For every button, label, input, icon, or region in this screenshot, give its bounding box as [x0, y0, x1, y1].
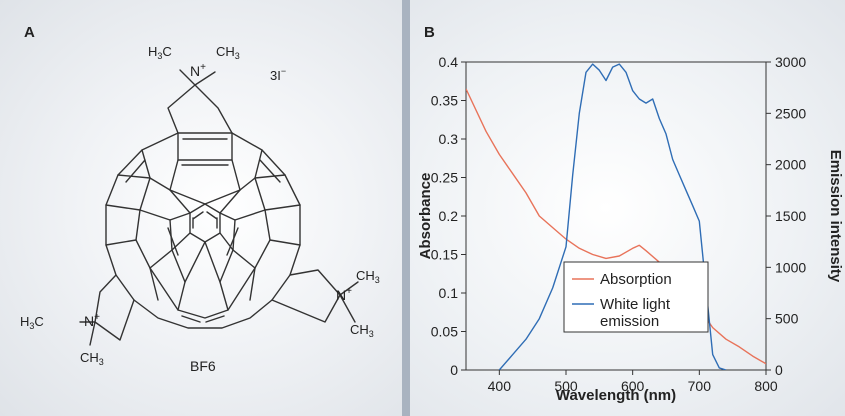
- top-ammonium: N+: [190, 62, 206, 79]
- legend-label-absorption: Absorption: [600, 271, 672, 288]
- top-methyl-right: CH3: [216, 44, 240, 61]
- x-tick-label: 600: [621, 378, 645, 394]
- y-tick-label: 0.25: [431, 170, 458, 186]
- left-pyrrolidine-ring: [94, 274, 135, 341]
- legend-box: [563, 261, 709, 333]
- x-tick-label: 800: [754, 378, 778, 394]
- y-tick-label: 0: [450, 362, 458, 378]
- y-tick-label: 0.1: [439, 285, 459, 301]
- x-tick-label: 700: [688, 378, 712, 394]
- x-tick-label: 400: [488, 378, 512, 394]
- left-methyl-left: H3C: [20, 314, 44, 331]
- panel-a-structure: A H3C N+ CH3 3I− H3C N+ CH3 N+ CH3: [0, 0, 402, 416]
- y2-tick-label: 1000: [775, 259, 806, 275]
- y-tick-label: 0.3: [439, 131, 459, 147]
- molecule-name: BF6: [190, 358, 216, 374]
- right-methyl-bottom: CH3: [350, 322, 374, 339]
- right-pyrrolidine-ring: [271, 269, 341, 323]
- y2-axis-label: Emission intensity: [827, 150, 844, 283]
- y-tick-label: 0.35: [431, 93, 458, 109]
- absorption-series-line: [466, 88, 766, 365]
- legend-label-emission-line1: White light: [600, 296, 671, 313]
- y2-tick-label: 2000: [775, 157, 806, 173]
- y2-tick-label: 0: [775, 362, 783, 378]
- y-axis-label: Absorbance: [417, 173, 434, 260]
- spectra-chart: 0 0.05 0.1 0.15 0.2 0.25 0.3 0.35 0.4 0 500 1000 150…: [417, 54, 844, 404]
- panel-divider: [402, 0, 410, 416]
- x-axis-label: Wavelength (nm): [556, 387, 676, 404]
- y-tick-label: 0.4: [439, 54, 459, 70]
- left-ammonium: N+: [84, 312, 100, 329]
- cage-center-hexagon: [189, 203, 221, 243]
- y-tick-label: 0.2: [439, 208, 459, 224]
- legend-label-emission-line2: emission: [600, 313, 659, 330]
- counter-ion: 3I−: [270, 66, 287, 83]
- top-pyrrolidine-ring: [167, 84, 233, 134]
- cage-outer-ring: [105, 132, 301, 329]
- y-tick-label: 0.05: [431, 324, 458, 340]
- top-methyl-left: H3C: [148, 44, 172, 61]
- right-ammonium: N+: [336, 286, 352, 303]
- y2-tick-label: 2500: [775, 105, 806, 121]
- fullerene-structure: [79, 69, 359, 346]
- y-tick-label: 0.15: [431, 247, 458, 263]
- y2-tick-label: 3000: [775, 54, 806, 70]
- emission-series-line: [498, 63, 727, 370]
- panel-b-chart: B 0 0.05 0.1 0.15 0.2 0.25 0.3 0.35 0.4 0 500 1000 1…: [410, 0, 845, 416]
- cage-upper-pentagon: [169, 159, 241, 205]
- y2-tick-label: 1500: [775, 208, 806, 224]
- right-methyl-top: CH3: [356, 268, 380, 285]
- x-tick-label: 500: [554, 378, 578, 394]
- panel-a-label: A: [24, 24, 35, 41]
- left-methyl-bottom: CH3: [80, 350, 104, 367]
- y2-tick-label: 500: [775, 311, 799, 327]
- panel-b-label: B: [424, 24, 435, 41]
